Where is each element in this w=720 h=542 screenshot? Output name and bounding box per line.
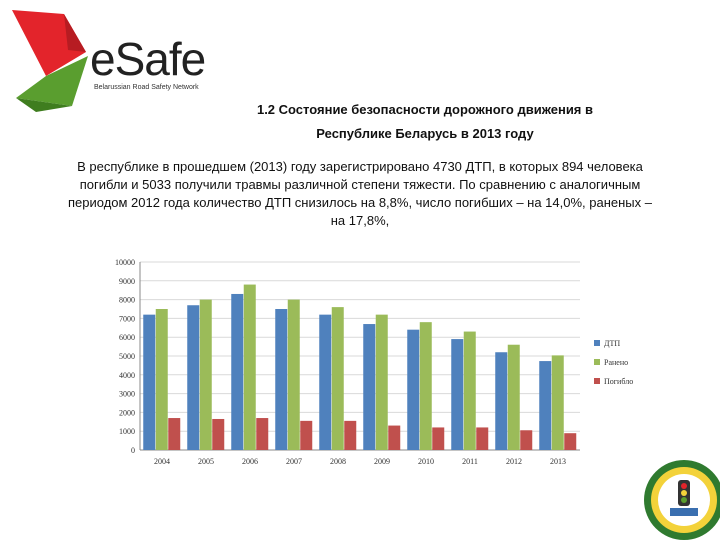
legend-swatch (594, 378, 600, 384)
y-tick-label: 9000 (119, 277, 135, 286)
x-tick-label: 2008 (330, 457, 346, 466)
y-tick-label: 6000 (119, 333, 135, 342)
bar-dtp (451, 339, 464, 450)
x-tick-label: 2009 (374, 457, 390, 466)
x-tick-label: 2007 (286, 457, 302, 466)
bar-pogiblo (476, 427, 489, 450)
esafe-logo: eSafe Belarussian Road Safety Network (6, 6, 226, 116)
y-tick-label: 3000 (119, 390, 135, 399)
y-tick-label: 7000 (119, 314, 135, 323)
bar-raneno (507, 344, 520, 450)
bar-pogiblo (256, 418, 269, 450)
bar-pogiblo (564, 433, 577, 450)
logo-tagline: Belarussian Road Safety Network (94, 84, 199, 91)
summary-paragraph: В республике в прошедшем (2013) году зар… (67, 159, 652, 228)
bar-dtp (319, 314, 332, 450)
y-tick-label: 1000 (119, 427, 135, 436)
bar-raneno (331, 307, 344, 450)
y-tick-label: 8000 (119, 296, 135, 305)
x-tick-label: 2004 (154, 457, 170, 466)
bar-dtp (143, 314, 156, 450)
esafe-logo-mark-icon (12, 10, 88, 112)
bar-raneno (199, 299, 212, 450)
bar-raneno (419, 322, 432, 450)
x-tick-label: 2012 (506, 457, 522, 466)
title-line-1: 1.2 Состояние безопасности дорожного дви… (256, 102, 594, 117)
x-tick-label: 2005 (198, 457, 214, 466)
bar-dtp (407, 329, 420, 450)
legend-label: Ранено (604, 358, 628, 367)
y-tick-label: 5000 (119, 352, 135, 361)
road-safety-emblem-icon (644, 460, 720, 540)
x-tick-label: 2006 (242, 457, 258, 466)
bar-raneno (551, 355, 564, 450)
x-tick-label: 2011 (462, 457, 478, 466)
y-tick-label: 2000 (119, 408, 135, 417)
bar-pogiblo (432, 427, 445, 450)
bar-dtp (187, 305, 200, 450)
bar-pogiblo (300, 420, 313, 450)
bar-dtp (363, 324, 376, 450)
bar-dtp (231, 293, 244, 450)
bar-dtp (275, 309, 288, 450)
y-tick-label: 10000 (115, 258, 135, 267)
bar-pogiblo (520, 430, 533, 450)
accident-bar-chart: 0 1000 2000 3000 4000 5000 6000 7000 8000 9000 100… (115, 258, 633, 466)
legend-swatch (594, 340, 600, 346)
title-line-2: Республике Беларусь в 2013 году (316, 126, 534, 141)
x-tick-label: 2010 (418, 457, 434, 466)
legend-swatch (594, 359, 600, 365)
x-tick-label: 2013 (550, 457, 566, 466)
bar-pogiblo (168, 418, 181, 450)
bar-pogiblo (344, 420, 357, 450)
legend-label: ДТП (604, 339, 620, 348)
bar-raneno (155, 309, 168, 450)
page-title: 1.2 Состояние безопасности дорожного дви… (240, 98, 610, 146)
bar-raneno (375, 314, 388, 450)
bar-dtp (495, 352, 508, 450)
bar-dtp (539, 361, 552, 450)
logo-wordmark: eSafe (90, 33, 206, 85)
bar-raneno (287, 299, 300, 450)
bar-pogiblo (212, 418, 225, 450)
y-tick-label: 0 (131, 446, 135, 455)
bar-pogiblo (388, 425, 401, 450)
bar-raneno (243, 284, 256, 450)
legend-label: Погибло (604, 377, 633, 386)
bar-raneno (463, 331, 476, 450)
y-tick-label: 4000 (119, 371, 135, 380)
